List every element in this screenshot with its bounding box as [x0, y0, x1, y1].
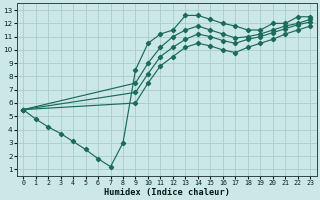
X-axis label: Humidex (Indice chaleur): Humidex (Indice chaleur): [104, 188, 230, 197]
